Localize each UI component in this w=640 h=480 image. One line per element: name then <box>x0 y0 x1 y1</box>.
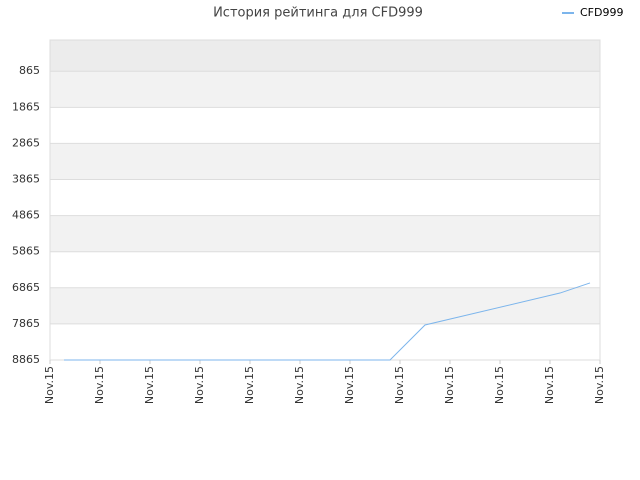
x-tick-label: Nov.15 <box>93 366 106 404</box>
x-tick-label: Nov.15 <box>593 366 606 404</box>
y-tick-label: 5865 <box>12 245 40 258</box>
y-tick-label: 8865 <box>12 353 40 366</box>
plot-band <box>50 71 600 108</box>
x-tick-label: Nov.15 <box>43 366 56 404</box>
plot-band <box>50 179 600 216</box>
x-tick-label: Nov.15 <box>293 366 306 404</box>
y-tick-label: 6865 <box>12 281 40 294</box>
x-tick-label: Nov.15 <box>393 366 406 404</box>
chart-title: История рейтинга для CFD999 <box>213 6 423 21</box>
plot-band <box>50 215 600 252</box>
x-tick-label: Nov.15 <box>193 366 206 404</box>
plot-band <box>50 107 600 144</box>
y-tick-label: 7865 <box>12 317 40 330</box>
x-tick-label: Nov.15 <box>543 366 556 404</box>
y-tick-label: 865 <box>19 64 40 77</box>
y-tick-label: 4865 <box>12 209 40 222</box>
x-tick-label: Nov.15 <box>143 366 156 404</box>
plot-band <box>50 251 600 288</box>
plot-band <box>50 323 600 360</box>
legend-label: CFD999 <box>580 6 623 19</box>
x-tick-label: Nov.15 <box>243 366 256 404</box>
y-tick-label: 3865 <box>12 173 40 186</box>
x-tick-label: Nov.15 <box>493 366 506 404</box>
y-tick-label: 1865 <box>12 100 40 113</box>
series-line <box>64 282 591 361</box>
x-tick-label: Nov.15 <box>343 366 356 404</box>
y-tick-label: 2865 <box>12 136 40 149</box>
plot-band <box>50 287 600 324</box>
plot-band <box>50 143 600 180</box>
x-tick-label: Nov.15 <box>443 366 456 404</box>
